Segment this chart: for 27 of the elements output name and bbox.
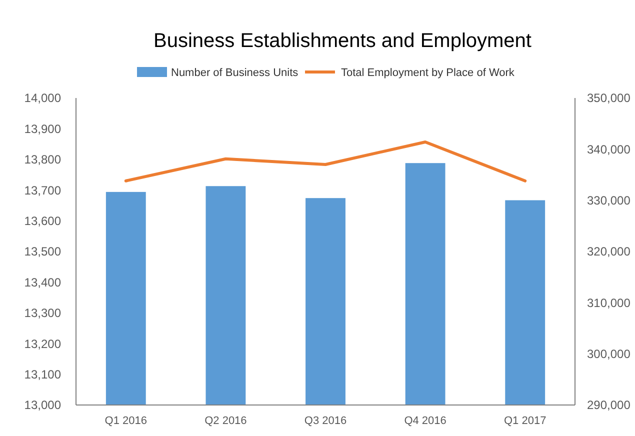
y2-tick-label: 300,000 bbox=[587, 347, 631, 362]
x-tick-label: Q2 2016 bbox=[204, 415, 247, 427]
y-tick-label: 13,800 bbox=[24, 152, 62, 167]
line-series bbox=[124, 140, 527, 182]
y-tick-label: 13,500 bbox=[24, 244, 62, 259]
y2-tick-label: 330,000 bbox=[587, 194, 631, 208]
y-tick-label: 14,000 bbox=[24, 91, 62, 106]
y-tick-label: 13,100 bbox=[24, 368, 62, 382]
legend-label: Number of Business Units bbox=[171, 67, 299, 79]
x-tick-label: Q1 2017 bbox=[504, 415, 546, 427]
y2-tick-label: 350,000 bbox=[587, 91, 631, 106]
x-tick-label: Q1 2016 bbox=[104, 415, 147, 427]
y-tick-label: 13,000 bbox=[24, 398, 62, 412]
y2-tick-label: 340,000 bbox=[587, 142, 631, 156]
y2-tick-label: 290,000 bbox=[587, 398, 631, 412]
x-tick-label: Q4 2016 bbox=[404, 415, 446, 427]
y-tick-label: 13,400 bbox=[24, 275, 62, 290]
y-tick-label: 13,700 bbox=[24, 183, 62, 198]
y-tick-label: 13,600 bbox=[24, 214, 62, 228]
x-tick-label: Q3 2016 bbox=[304, 415, 347, 427]
y-tick-label: 13,300 bbox=[24, 306, 62, 320]
y-tick-label: 13,200 bbox=[24, 336, 62, 351]
legend-label: Total Employment by Place of Work bbox=[341, 67, 515, 79]
y2-tick-label: 310,000 bbox=[587, 296, 631, 310]
y-tick-label: 13,900 bbox=[24, 122, 62, 136]
chart-title: Business Establishments and Employment bbox=[154, 30, 532, 52]
y2-tick-label: 320,000 bbox=[587, 244, 631, 259]
